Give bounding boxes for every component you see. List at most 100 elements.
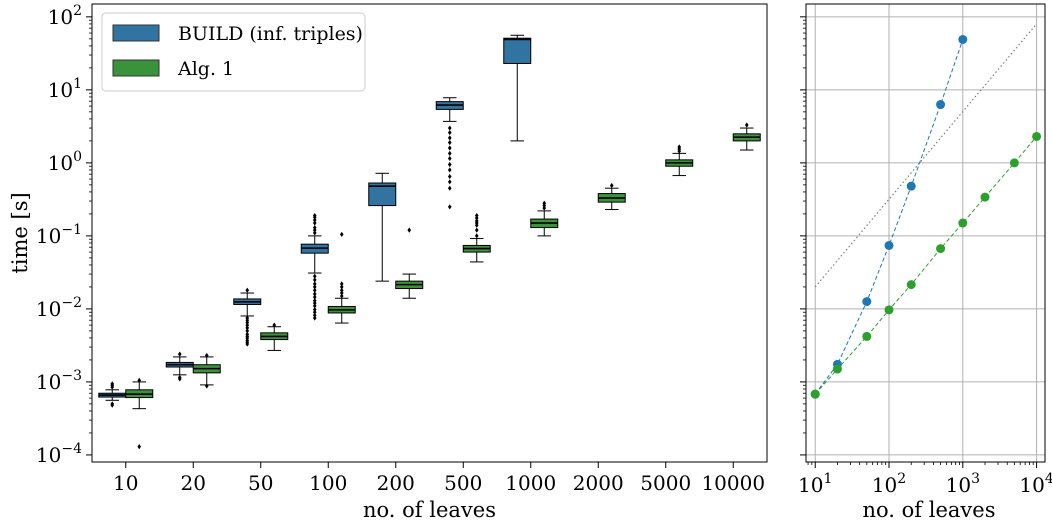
alg1-series-point [862, 331, 872, 341]
alg1-series-point [884, 305, 894, 315]
outlier-point [312, 284, 317, 290]
build-box-group [98, 381, 127, 408]
build-series-point [884, 240, 894, 250]
outlier-point [447, 150, 452, 156]
outlier-point [312, 287, 317, 293]
outlier-point [744, 122, 749, 128]
outlier-point [447, 155, 452, 162]
outlier-point [312, 217, 317, 223]
left-x-tick-label: 5000 [640, 471, 691, 495]
outlier-point [245, 341, 250, 347]
outlier-point [312, 291, 317, 297]
outlier-point [447, 129, 452, 136]
left-x-tick-label: 50 [248, 471, 273, 495]
left-panel: 10−4 10−3 10−2 10−1 100 101 102 10 20 50 100 200 500… [8, 3, 768, 522]
outlier-point [339, 231, 344, 237]
iqr-box [503, 37, 532, 64]
left-x-tick-label: 100 [309, 471, 347, 495]
iqr-box [368, 182, 397, 207]
alg1-box-group [732, 122, 761, 151]
outlier-point [312, 303, 317, 309]
outlier-point [474, 215, 479, 221]
right-x-tick-label: 104 [1019, 471, 1052, 497]
build-series-point [936, 100, 946, 110]
outlier-point [339, 293, 344, 299]
outlier-point [312, 277, 317, 283]
left-x-tick-label: 10000 [701, 471, 765, 495]
outlier-point [137, 377, 142, 383]
right-x-tick-label: 103 [946, 471, 980, 497]
legend-box [101, 12, 366, 92]
build-series-point [906, 181, 916, 191]
line-plot-area [810, 23, 1042, 399]
right-panel: 101 102 103 104 no. of leaves [798, 3, 1052, 522]
right-plot-frame [805, 3, 1046, 463]
left-y-tick-label: 101 [48, 76, 82, 102]
right-x-tick-label: 102 [872, 471, 906, 497]
outlier-point [474, 233, 479, 239]
outlier-point [312, 294, 317, 300]
outlier-point [312, 230, 317, 236]
outlier-point [177, 351, 182, 357]
outlier-point [110, 381, 115, 387]
outlier-point [312, 309, 317, 315]
legend-label-alg1: Alg. 1 [177, 58, 234, 80]
outlier-point [407, 227, 412, 233]
outlier-point [542, 200, 547, 206]
alg1-series-point [1032, 131, 1042, 141]
outlier-point [312, 220, 317, 226]
left-y-axis-label: time [s] [8, 192, 32, 273]
build-box-group [503, 34, 532, 142]
outlier-point [177, 376, 182, 382]
legend: BUILD (inf. triples) Alg. 1 [101, 12, 366, 92]
outlier-point [609, 182, 614, 189]
alg1-series-point [832, 364, 842, 374]
outlier-point [245, 287, 250, 293]
outlier-point [447, 173, 452, 180]
left-x-tick-label: 20 [181, 471, 206, 495]
legend-swatch-build [112, 24, 160, 42]
build-box-group [233, 287, 262, 347]
outlier-point [447, 185, 452, 191]
left-y-tick-label: 10−3 [36, 368, 82, 394]
alg1-box-group [192, 352, 221, 389]
alg1-series-point [1009, 158, 1019, 168]
left-y-tick-label: 10−1 [36, 222, 82, 248]
outlier-point [339, 284, 344, 290]
alg1-series-point [810, 389, 820, 399]
left-x-axis-label: no. of leaves [363, 498, 496, 522]
build-series-point [958, 34, 968, 44]
outlier-point [312, 224, 317, 231]
alg1-box-group [530, 200, 559, 237]
outlier-point [474, 212, 479, 219]
alg1-box-group [260, 322, 289, 351]
left-y-tick-label: 100 [48, 149, 82, 175]
outlier-point [312, 315, 317, 321]
outlier-point [339, 281, 344, 287]
left-x-tick-label: 10 [113, 471, 138, 495]
outlier-point [110, 402, 115, 408]
outlier-point [272, 322, 277, 328]
outlier-point [312, 273, 317, 279]
reference-slope-line [814, 23, 1038, 288]
legend-swatch-alg1 [112, 59, 160, 77]
alg1-series-point [906, 280, 916, 290]
outlier-point [312, 212, 317, 219]
right-x-axis-label: no. of leaves [863, 498, 996, 522]
right-grid: 101 102 103 104 [798, 4, 1052, 497]
outlier-point [474, 218, 479, 224]
outlier-point [339, 287, 344, 293]
outlier-point [339, 290, 344, 296]
outlier-point [447, 161, 452, 168]
left-x-tick-label: 500 [444, 471, 482, 495]
outlier-point [447, 145, 452, 151]
left-x-tick-label: 200 [377, 471, 415, 495]
build-box-group [435, 97, 464, 210]
outlier-point [447, 204, 452, 210]
alg1-series-line [814, 136, 1037, 395]
alg1-box-group [327, 231, 356, 324]
left-x-tick-label: 2000 [573, 471, 624, 495]
alg1-box-group [597, 182, 626, 210]
left-x-tick-label: 1000 [505, 471, 556, 495]
